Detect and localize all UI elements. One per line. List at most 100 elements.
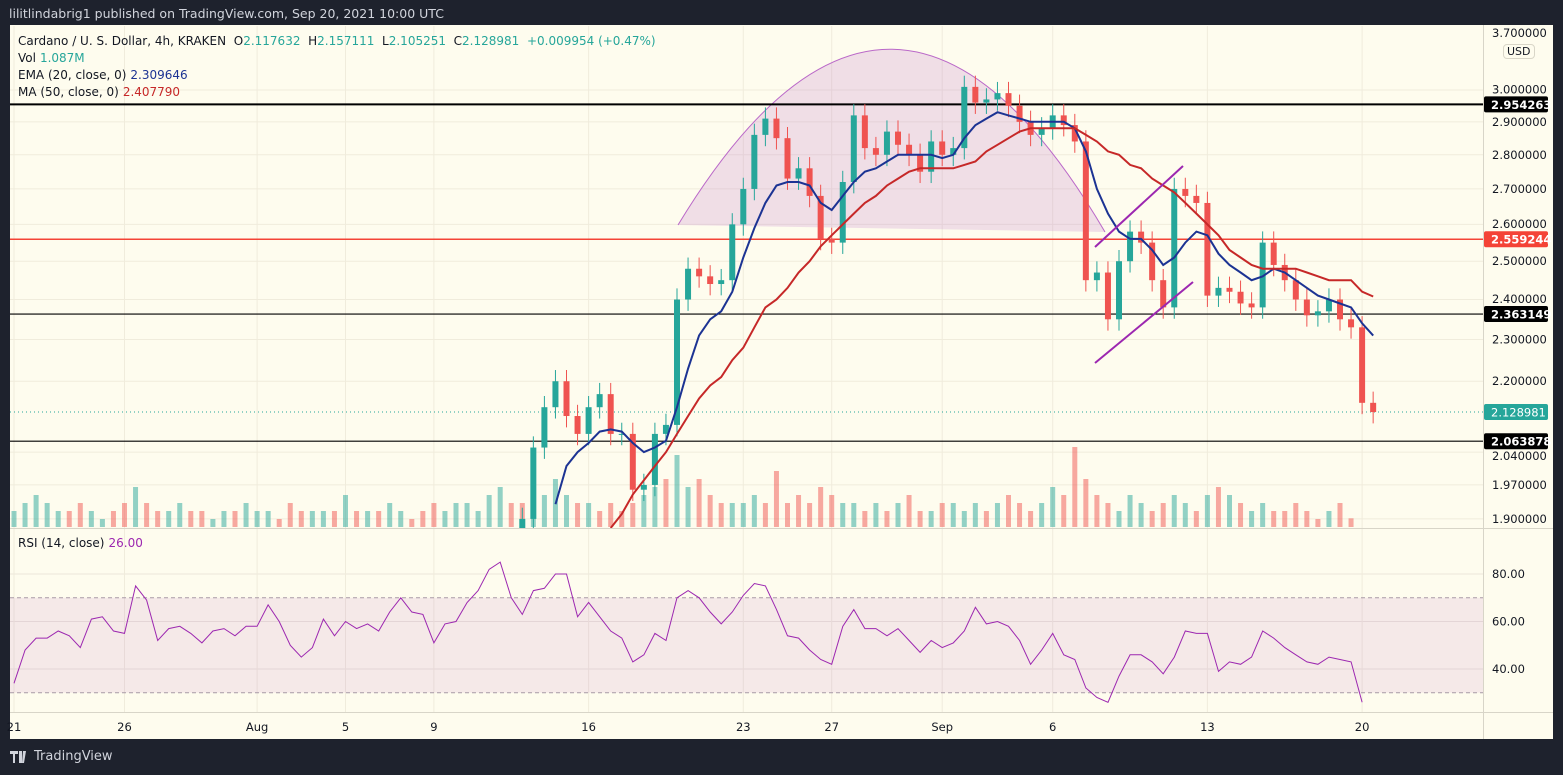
level-badge xyxy=(1484,231,1548,248)
volume-bar xyxy=(243,503,249,527)
volume-bar xyxy=(453,503,459,527)
volume-bar xyxy=(1215,487,1221,527)
volume-bar xyxy=(785,503,790,527)
candle-body xyxy=(762,118,769,135)
axes: 2.954263 2.559244 2.363149 2.063878 3.700000… xyxy=(7,25,1553,739)
candle-body xyxy=(939,141,946,155)
candle-body xyxy=(1160,280,1167,308)
candles xyxy=(519,75,1377,528)
price-tick-label: 3.000000 xyxy=(1492,82,1547,96)
volume-bar xyxy=(177,503,183,527)
price-tick-label: 2.800000 xyxy=(1492,148,1547,162)
candle-body xyxy=(718,280,725,285)
candle-body xyxy=(1193,195,1200,203)
volume-bar xyxy=(88,511,94,527)
volume-bar xyxy=(983,511,989,527)
volume-bar xyxy=(928,511,934,527)
candle-body xyxy=(1116,261,1122,320)
time-tick-label: 20 xyxy=(1355,720,1370,734)
channel-upper-line xyxy=(1094,165,1184,248)
candle-body xyxy=(740,188,747,225)
rounding-top-fill xyxy=(678,49,1105,232)
candle-body xyxy=(552,381,559,408)
time-tick-label: Aug xyxy=(246,720,268,734)
high-value: 2.157111 xyxy=(317,34,375,48)
candle-body xyxy=(1005,93,1012,106)
candle-body xyxy=(662,424,669,434)
volume-bar xyxy=(365,511,371,527)
candle-body xyxy=(1038,128,1045,135)
candle-body xyxy=(1292,280,1299,300)
candle-body xyxy=(773,118,780,139)
price-tick-label: 1.900000 xyxy=(1492,512,1547,526)
candle-body xyxy=(1127,231,1134,262)
volume-legend[interactable]: Vol 1.087M xyxy=(18,51,85,65)
volume-bar xyxy=(133,487,139,527)
volume-bar xyxy=(586,503,592,527)
price-tick-label: 2.700000 xyxy=(1492,182,1547,196)
volume-bar xyxy=(796,495,802,527)
price-tick-label: 2.400000 xyxy=(1492,292,1547,306)
volume-bars xyxy=(11,447,1354,527)
price-tick-label: 2.300000 xyxy=(1492,332,1547,346)
rsi-legend[interactable]: RSI (14, close) 26.00 xyxy=(18,536,143,550)
candle-body xyxy=(541,407,548,448)
open-label: O xyxy=(233,34,244,48)
level-badge xyxy=(1484,96,1548,113)
candle-body xyxy=(519,518,526,528)
volume-bar xyxy=(862,511,868,527)
volume-bar xyxy=(1138,503,1144,527)
volume-bar xyxy=(1116,511,1122,527)
candle-body xyxy=(1138,231,1145,243)
volume-bar xyxy=(409,519,415,527)
time-tick-label: 26 xyxy=(117,720,132,734)
candle-body xyxy=(1171,188,1178,308)
price-tick-label: 1.970000 xyxy=(1492,478,1547,492)
volume-bar xyxy=(950,503,956,527)
horizontal-levels xyxy=(10,103,1483,442)
volume-bar xyxy=(1282,511,1288,527)
volume-bar xyxy=(287,503,293,527)
price-tick-label: 2.600000 xyxy=(1492,217,1547,231)
candle-body xyxy=(618,433,625,435)
candle-body xyxy=(1104,272,1111,320)
volume-bar xyxy=(641,495,647,527)
candle-body xyxy=(983,99,990,103)
rsi-band-fill xyxy=(10,597,1483,693)
publish-info: lilitlindabrig1 published on TradingView… xyxy=(9,6,444,21)
volume-bar xyxy=(166,511,172,527)
volume-bar xyxy=(564,495,569,527)
volume-bar xyxy=(11,511,17,527)
volume-bar xyxy=(221,511,227,527)
candle-body xyxy=(1149,242,1156,281)
volume-bar xyxy=(232,511,238,527)
candle-body xyxy=(1359,327,1366,403)
candle-body xyxy=(1270,242,1277,265)
volume-bar xyxy=(696,479,702,527)
volume-bar xyxy=(652,487,658,527)
ma-legend[interactable]: MA (50, close, 0) 2.407790 xyxy=(18,85,180,99)
volume-bar xyxy=(475,511,481,527)
volume-bar xyxy=(398,511,404,527)
volume-bar xyxy=(298,511,304,527)
moving-averages xyxy=(554,111,1374,529)
volume-bar xyxy=(1348,518,1354,527)
candle-body xyxy=(1303,299,1310,316)
volume-value: 1.087M xyxy=(39,51,85,65)
volume-bar xyxy=(906,495,912,527)
ema-legend[interactable]: EMA (20, close, 0) 2.309646 xyxy=(18,68,188,82)
level-badge-label: 2.954263 xyxy=(1491,98,1551,112)
candle-body xyxy=(961,86,968,149)
tradingview-logo[interactable]: TradingView xyxy=(10,749,113,764)
volume-bar xyxy=(729,503,735,527)
volume-bar xyxy=(884,511,890,527)
currency-button[interactable]: USD xyxy=(1503,44,1535,59)
rsi-label: RSI (14, close) xyxy=(18,536,105,550)
chart-frame[interactable] xyxy=(10,25,1553,739)
candle-body xyxy=(1348,319,1355,328)
rsi-tick-label: 40.00 xyxy=(1492,662,1525,676)
volume-bar xyxy=(508,503,514,527)
volume-bar xyxy=(331,511,337,527)
candle-body xyxy=(1060,115,1067,126)
